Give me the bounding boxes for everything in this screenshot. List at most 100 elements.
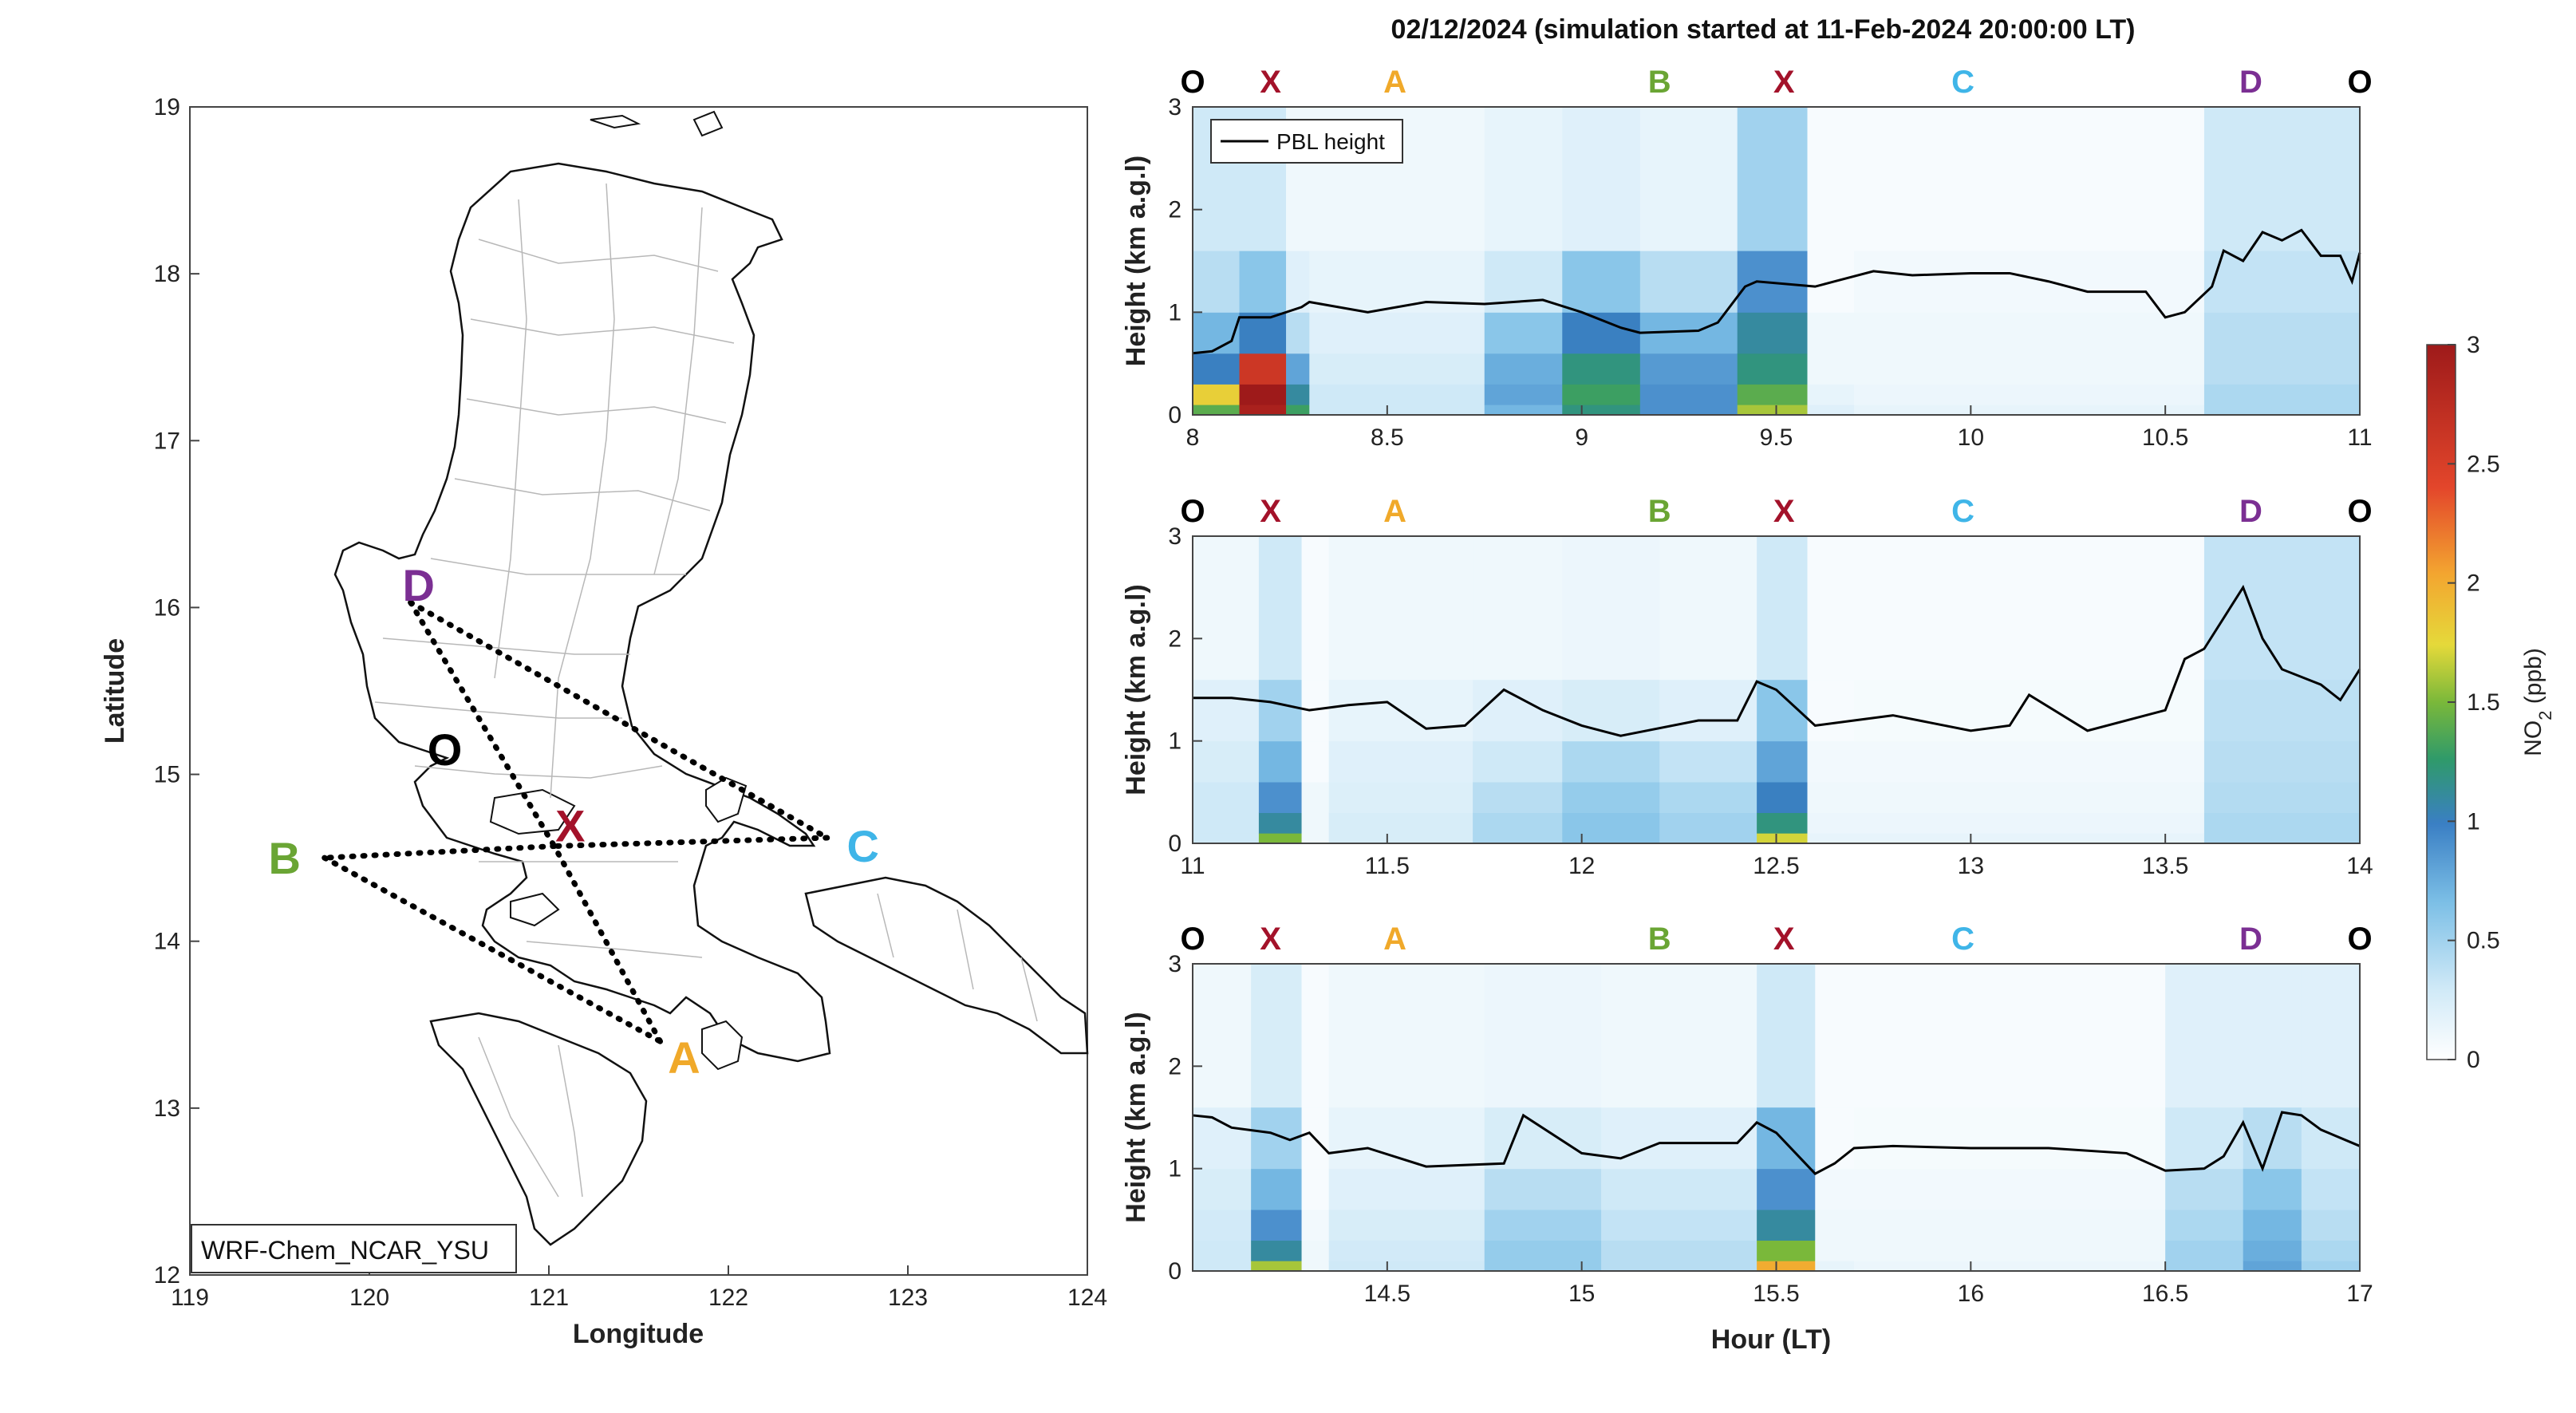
no2-cell bbox=[2203, 405, 2361, 416]
route-label-X: X bbox=[1773, 494, 1795, 529]
route-label-A: A bbox=[1383, 65, 1406, 100]
curtain-x-tick-label: 9.5 bbox=[1760, 424, 1793, 451]
no2-field bbox=[1193, 536, 2361, 844]
no2-field bbox=[1193, 964, 2361, 1272]
no2-cell bbox=[1807, 384, 1855, 405]
no2-cell bbox=[1659, 536, 1757, 681]
curtain-x-tick-label: 14 bbox=[2346, 853, 2373, 879]
no2-cell bbox=[1854, 107, 2205, 251]
no2-cell bbox=[1484, 353, 1563, 385]
route-label-B: B bbox=[1648, 65, 1671, 100]
no2-cell bbox=[1807, 312, 1855, 354]
curtain-y-tick-label: 1 bbox=[1168, 728, 1181, 755]
no2-cell bbox=[1854, 964, 2166, 1108]
no2-cell bbox=[1815, 964, 1855, 1108]
no2-cell bbox=[2203, 740, 2361, 783]
no2-cell bbox=[1854, 405, 2205, 416]
no2-cell bbox=[1286, 251, 1310, 313]
no2-cell bbox=[2203, 107, 2361, 251]
no2-cell bbox=[1807, 812, 1855, 834]
no2-cell bbox=[2301, 1168, 2361, 1210]
no2-cell bbox=[1301, 536, 1330, 681]
curtain-ylabel: Height (km a.g.l) bbox=[1121, 156, 1151, 366]
curtain-x-tick-label: 16 bbox=[1958, 1281, 1984, 1307]
no2-cell bbox=[1473, 679, 1563, 742]
pbl-height-line bbox=[1192, 1111, 2361, 1175]
no2-cell bbox=[1473, 812, 1563, 834]
no2-cell bbox=[1258, 812, 1303, 834]
no2-cell bbox=[1193, 1240, 1252, 1261]
colorbar-tick-label: 1 bbox=[2467, 808, 2480, 835]
route-segment bbox=[551, 835, 830, 850]
no2-cell bbox=[1757, 964, 1816, 1108]
no2-cell bbox=[1484, 1240, 1602, 1261]
no2-cell bbox=[1639, 353, 1738, 385]
no2-cell bbox=[1854, 1261, 2166, 1272]
figure-title: 02/12/2024 (simulation started at 11-Feb… bbox=[1391, 14, 2136, 45]
no2-cell bbox=[1639, 107, 1738, 251]
no2-cell bbox=[1309, 312, 1485, 354]
route-label-O: O bbox=[1180, 922, 1205, 957]
curtain-y-tick-label: 3 bbox=[1168, 94, 1181, 120]
no2-cell bbox=[1639, 251, 1738, 313]
route-label-C: C bbox=[1951, 65, 1974, 100]
no2-cell bbox=[1251, 964, 1303, 1108]
curtain-x-tick-label: 8.5 bbox=[1371, 424, 1404, 451]
curtain-y-tick-label: 1 bbox=[1168, 299, 1181, 326]
no2-cell bbox=[2165, 1261, 2244, 1272]
curtain-x-tick-label: 11.5 bbox=[1365, 853, 1410, 879]
route-label-O: O bbox=[1180, 494, 1205, 529]
curtain-ylabel: Height (km a.g.l) bbox=[1121, 1012, 1151, 1222]
no2-cell bbox=[1239, 312, 1287, 354]
map-x-ticks: 119 120 121 122 123 124 bbox=[171, 1265, 1107, 1311]
curtain-x-tick-label: 10.5 bbox=[2142, 424, 2188, 451]
no2-cell bbox=[1328, 782, 1473, 813]
no2-cell bbox=[1807, 833, 1855, 844]
curtain-y-tick-label: 0 bbox=[1168, 831, 1181, 857]
no2-cell bbox=[1193, 1261, 1252, 1272]
no2-cell bbox=[1301, 1240, 1330, 1261]
no2-cell bbox=[2203, 353, 2361, 385]
curtain-x-tick-label: 11 bbox=[1180, 853, 1205, 879]
no2-cell bbox=[1473, 740, 1563, 783]
no2-cell bbox=[2243, 1168, 2302, 1210]
no2-cell bbox=[2165, 1107, 2244, 1170]
map-x-tick-label: 122 bbox=[708, 1285, 748, 1311]
curtain-x-tick-label: 15.5 bbox=[1753, 1281, 1799, 1307]
no2-cell bbox=[1562, 251, 1641, 313]
route-point-labels: O X A B C D bbox=[269, 560, 879, 1083]
no2-cell bbox=[1807, 353, 1855, 385]
no2-cell bbox=[1854, 251, 2205, 313]
route-label-D: D bbox=[2239, 922, 2262, 957]
map-y-tick-label: 18 bbox=[154, 261, 180, 287]
route-label-O: O bbox=[2347, 494, 2372, 529]
no2-cell bbox=[1807, 405, 1855, 416]
no2-cell bbox=[1807, 107, 1855, 251]
no2-cell bbox=[1484, 1107, 1602, 1170]
curtain-x-tick-label: 16.5 bbox=[2142, 1281, 2188, 1307]
no2-cell bbox=[1854, 1240, 2166, 1261]
no2-cell bbox=[1737, 384, 1809, 405]
map-x-tick-label: 121 bbox=[529, 1285, 569, 1311]
no2-cell bbox=[1193, 1168, 1252, 1210]
no2-cell bbox=[1854, 1210, 2166, 1241]
no2-cell bbox=[1301, 812, 1330, 834]
no2-cell bbox=[1562, 107, 1641, 251]
colorbar-tick-label: 0 bbox=[2467, 1047, 2480, 1073]
map-y-tick-label: 17 bbox=[154, 428, 180, 454]
no2-cell bbox=[1258, 536, 1303, 681]
no2-cell bbox=[2203, 812, 2361, 834]
no2-cell bbox=[2301, 1210, 2361, 1241]
model-label-box bbox=[191, 1224, 517, 1273]
route-label-D: D bbox=[2239, 65, 2262, 100]
no2-cell bbox=[1484, 1168, 1602, 1210]
no2-cell bbox=[2243, 1240, 2302, 1261]
curtain-x-tick-label: 13.5 bbox=[2142, 853, 2188, 879]
curtain-x-tick-label: 14.5 bbox=[1364, 1281, 1410, 1307]
no2-cell bbox=[1328, 536, 1473, 681]
curtain-y-tick-label: 0 bbox=[1168, 402, 1181, 428]
no2-cell bbox=[1193, 536, 1260, 681]
no2-cell bbox=[2243, 1261, 2302, 1272]
no2-cell bbox=[1193, 812, 1260, 834]
